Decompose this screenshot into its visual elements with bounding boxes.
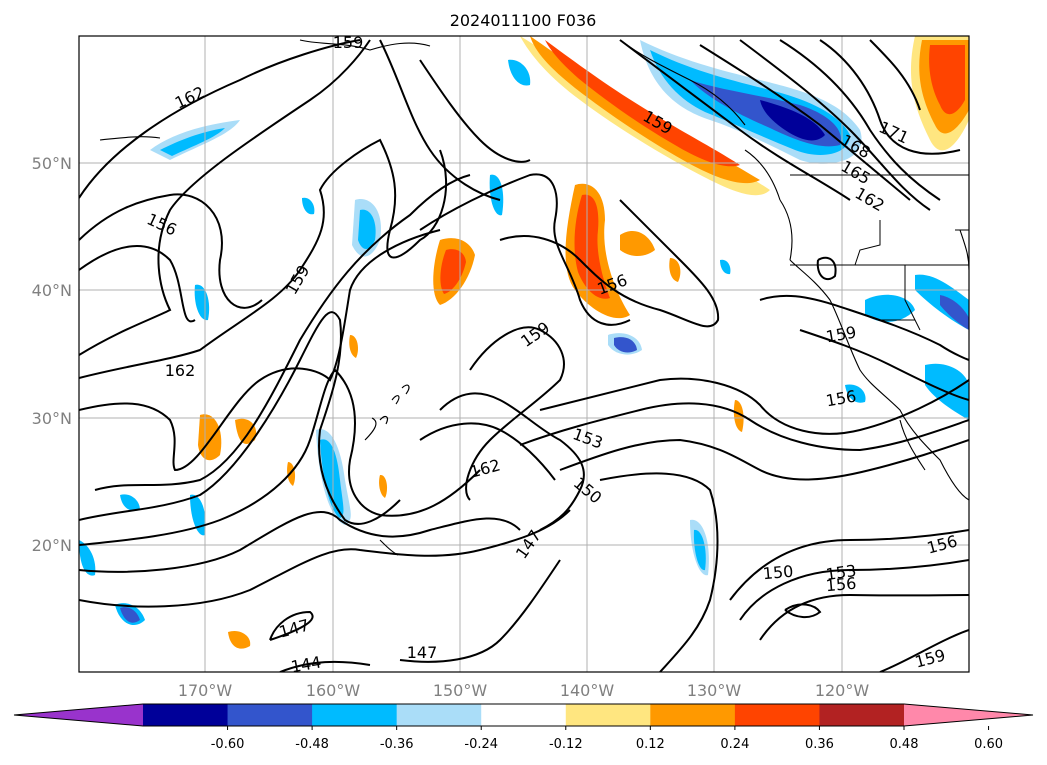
colorbar-tick-label: -0.48 [295, 737, 329, 752]
lon-label: 170°W [178, 681, 233, 700]
colorbar-tick-label: 0.12 [636, 737, 665, 752]
colorbar-extend-low [14, 704, 143, 726]
contour-label: 159 [333, 33, 364, 52]
colorbar-tick-label: -0.12 [549, 737, 583, 752]
colorbar-swatch [819, 704, 905, 726]
colorbar-tick-label: -0.24 [464, 737, 498, 752]
colorbar-outline [13, 703, 1034, 727]
contour-label: 156 [825, 574, 857, 596]
colorbar-swatch [734, 704, 820, 726]
lon-label: 130°W [687, 681, 742, 700]
colorbar [13, 703, 1034, 727]
plot-area [79, 36, 969, 672]
contour-label: 150 [762, 562, 794, 584]
colorbar-swatch [312, 704, 398, 726]
colorbar-tick-label: 0.60 [974, 737, 1003, 752]
borders [790, 174, 969, 331]
lat-label: 30°N [32, 409, 72, 428]
lat-label: 40°N [32, 281, 72, 300]
contour-label: 153 [825, 561, 858, 584]
colorbar-swatch [565, 704, 651, 726]
lat-lon-grid [79, 36, 969, 672]
colorbar-swatch [481, 704, 567, 726]
coastlines [99, 39, 969, 556]
colorbar-swatch [143, 704, 229, 726]
height-contours [79, 39, 969, 672]
lon-label: 140°W [560, 681, 615, 700]
map-title: 2024011100 F036 [450, 11, 597, 30]
colorbar-tick-label: 0.24 [720, 737, 749, 752]
colorbar-ticks: -0.60 -0.48 -0.36 -0.24 -0.12 0.12 0.24 0.36 0.4… [211, 726, 1003, 752]
latitude-labels: 50°N 40°N 30°N 20°N [32, 154, 72, 555]
lat-label: 20°N [32, 536, 72, 555]
colorbar-swatch [227, 704, 313, 726]
colorbar-tick-label: 0.48 [890, 737, 919, 752]
longitude-labels: 170°W 160°W 150°W 140°W 130°W 120°W [178, 681, 870, 700]
contour-label: 144 [289, 652, 322, 676]
colorbar-tick-label: -0.36 [380, 737, 414, 752]
colorbar-swatch [396, 704, 482, 726]
colorbar-swatch [650, 704, 736, 726]
colorbar-tick-label: -0.60 [211, 737, 245, 752]
lon-label: 160°W [306, 681, 361, 700]
lon-label: 150°W [433, 681, 488, 700]
contour-label: 147 [407, 643, 438, 662]
lon-label: 120°W [815, 681, 870, 700]
plot-frame [78, 35, 970, 673]
lat-label: 50°N [32, 154, 72, 173]
contour-label: 162 [165, 361, 196, 380]
colorbar-extend-high [904, 704, 1033, 726]
colorbar-tick-label: 0.36 [805, 737, 834, 752]
